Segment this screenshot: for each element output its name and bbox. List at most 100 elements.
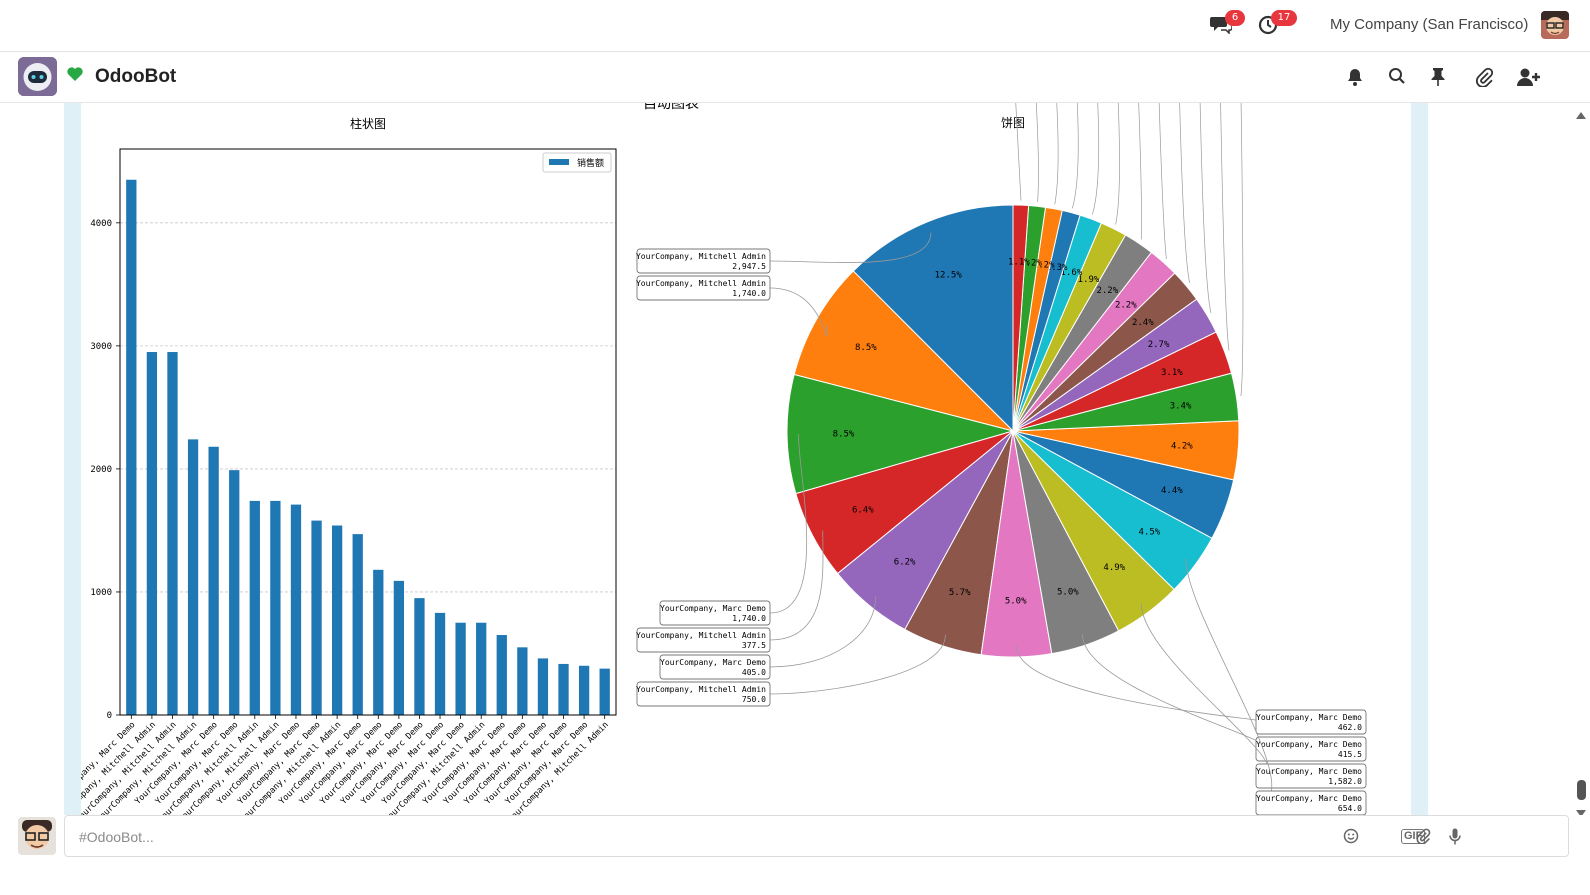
leader-line xyxy=(1035,103,1039,202)
paperclip-icon[interactable] xyxy=(1474,67,1494,92)
pie-pct-label: 3.4% xyxy=(1170,401,1192,411)
chat-icon[interactable]: 6 xyxy=(1210,10,1245,39)
pie-pct-label: 4.9% xyxy=(1103,563,1125,573)
pie-pct-label: 8.5% xyxy=(855,343,877,353)
bar xyxy=(476,622,487,715)
search-icon[interactable] xyxy=(1388,67,1406,90)
y-tick-label: 2000 xyxy=(90,465,112,475)
legend-label: 销售额 xyxy=(577,157,604,169)
pie-pct-label: 1.3% xyxy=(1046,263,1068,273)
pie-chart-title: 饼图 xyxy=(1001,116,1025,130)
annotation-line xyxy=(769,434,808,614)
leader-line xyxy=(1179,103,1190,283)
bar xyxy=(126,179,137,715)
pin-icon[interactable] xyxy=(1430,67,1446,92)
pie-pct-label: 1.2% xyxy=(1033,260,1055,270)
annotation-line xyxy=(769,596,877,668)
leader-line xyxy=(1220,103,1230,351)
pie-pct-label: 1.1% xyxy=(1008,258,1030,268)
pie-pct-label: 6.2% xyxy=(894,557,916,567)
annotation-value: 405.0 xyxy=(742,668,766,677)
annotation-line xyxy=(769,232,932,263)
legend-swatch xyxy=(549,159,569,165)
annotation-name: YourCompany, Marc Demo xyxy=(1256,713,1362,722)
annotation-value: 2,947.5 xyxy=(732,262,766,271)
odoobot-avatar xyxy=(18,57,57,96)
top-navbar: 6 17 My Company (San Francisco) xyxy=(0,0,1590,52)
bar-axes-frame xyxy=(119,148,617,716)
bar xyxy=(311,520,322,715)
annotation-name: YourCompany, Mitchell Admin xyxy=(636,279,766,288)
leader-line xyxy=(1092,103,1100,215)
annotation-value: 462.0 xyxy=(1338,723,1362,732)
y-tick-label: 0 xyxy=(107,711,112,721)
chat-title: OdooBot xyxy=(95,66,177,87)
microphone-icon[interactable] xyxy=(1449,828,1461,850)
pie-pct-label: 1.6% xyxy=(1061,268,1083,278)
pie-pct-label: 3.1% xyxy=(1161,368,1183,378)
bar xyxy=(578,665,590,715)
scroll-up-arrow[interactable] xyxy=(1576,106,1586,124)
chat-header: OdooBot xyxy=(0,52,1590,103)
attachment-icon[interactable] xyxy=(1415,828,1431,849)
y-tick-label: 3000 xyxy=(90,342,112,352)
message-area: 自动图表 柱状图 0 1000 2000 3000 4000 YourCompany, Ma… xyxy=(0,103,1590,815)
annotation-name: YourCompany, Mitchell Admin xyxy=(636,685,766,694)
annotation-value: 415.5 xyxy=(1338,750,1362,759)
chat-badge: 6 xyxy=(1225,10,1245,26)
bell-icon[interactable] xyxy=(1345,67,1365,92)
leader-line xyxy=(1115,103,1120,225)
pie-pct-label: 2.4% xyxy=(1132,318,1154,328)
scrollbar-thumb[interactable] xyxy=(1577,780,1586,800)
leader-line xyxy=(1199,103,1212,313)
figure-title: 自动图表 xyxy=(643,103,699,112)
heart-icon xyxy=(67,67,83,86)
bar xyxy=(393,580,405,715)
avatar[interactable] xyxy=(1541,11,1569,39)
annotation-value: 377.5 xyxy=(742,641,766,650)
composer-box: GIF xyxy=(64,815,1569,858)
add-user-icon[interactable] xyxy=(1517,67,1541,92)
pie-pct-label: 5.7% xyxy=(949,588,971,598)
message-input[interactable] xyxy=(77,816,1321,858)
annotation-line xyxy=(769,634,946,695)
pie-pct-label: 8.5% xyxy=(833,429,855,439)
bar xyxy=(290,504,302,715)
annotation-name: YourCompany, Marc Demo xyxy=(660,604,766,613)
pie-pct-label: 4.5% xyxy=(1139,528,1161,538)
leader-line xyxy=(1054,103,1059,205)
pie-chart: 饼图 12.5% 8.5% 8.5% 6.4% 6.2% 5.7% 5.0% 5.0% 4.9% 4… xyxy=(636,103,1367,815)
pie-slice xyxy=(852,204,1014,433)
clock-icon[interactable]: 17 xyxy=(1258,10,1297,40)
annotation-name: YourCompany, Marc Demo xyxy=(1256,740,1362,749)
bar xyxy=(373,569,384,715)
bar xyxy=(414,598,425,715)
scroll-down-arrow[interactable] xyxy=(1576,805,1586,823)
bar xyxy=(455,622,466,715)
pie-slice xyxy=(1012,204,1030,432)
annotation-line xyxy=(1015,645,1265,723)
bar xyxy=(208,446,219,715)
bar xyxy=(229,470,240,715)
leader-line xyxy=(1158,103,1167,259)
pie-pct-label: 2.2% xyxy=(1096,286,1118,296)
activity-badge: 17 xyxy=(1271,10,1297,26)
bar xyxy=(146,352,158,715)
emoji-icon[interactable] xyxy=(1343,828,1359,849)
bar xyxy=(558,663,569,715)
annotation-value: 1,740.0 xyxy=(732,289,766,298)
bar xyxy=(270,500,281,715)
bar xyxy=(331,525,343,715)
annotation-name: YourCompany, Marc Demo xyxy=(660,658,766,667)
y-tick-label: 1000 xyxy=(90,588,112,598)
pie-pct-label: 2.2% xyxy=(1115,300,1137,310)
company-switcher[interactable]: My Company (San Francisco) xyxy=(1330,16,1529,33)
